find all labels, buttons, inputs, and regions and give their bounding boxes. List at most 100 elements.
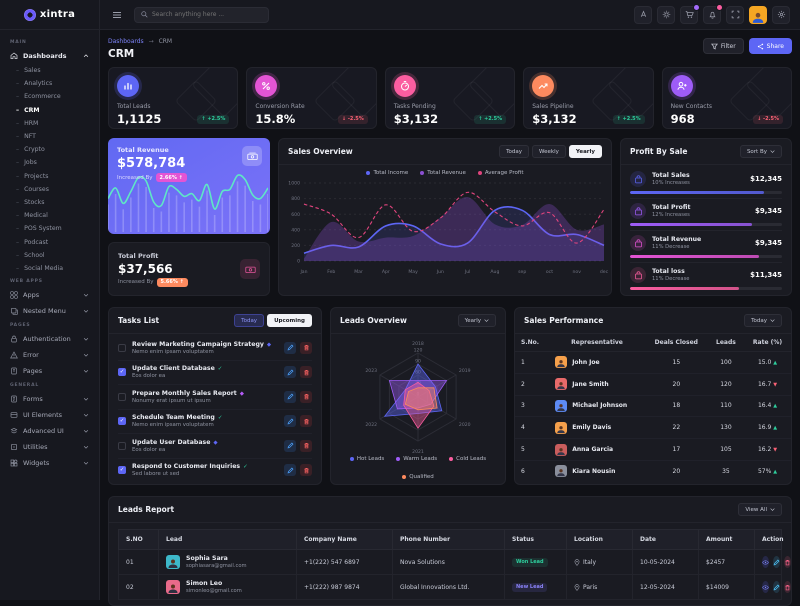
view-button[interactable] <box>762 556 769 568</box>
filter-button[interactable]: Filter <box>702 38 744 54</box>
sidebar-item-social-media[interactable]: – Social Media <box>16 264 63 272</box>
chevron-down-icon <box>770 508 775 511</box>
task-delete-button[interactable] <box>300 341 312 354</box>
task-delete-button[interactable] <box>300 439 312 452</box>
tab-yearly[interactable]: Yearly <box>568 145 602 158</box>
task-checkbox[interactable] <box>118 392 126 401</box>
notifications-bell-icon[interactable] <box>703 3 723 24</box>
brand-logo[interactable]: xintra <box>0 0 100 30</box>
table-row[interactable]: 3 Michael Johnson 18 110 16.4 ▲ <box>515 395 791 418</box>
task-checkbox[interactable]: ✓ <box>118 368 126 377</box>
delete-button[interactable] <box>784 556 791 568</box>
legend-item[interactable]: Qualified <box>402 474 434 480</box>
sidebar-item-courses[interactable]: – Courses <box>16 185 49 193</box>
table-row[interactable]: 1 John Joe 15 100 15.0 ▲ <box>515 351 791 374</box>
breadcrumb-dashboards-link[interactable]: Dashboards <box>108 38 144 45</box>
sidebar-item-crm[interactable]: – CRM <box>16 106 40 114</box>
task-checkbox[interactable]: ✓ <box>118 466 126 475</box>
sp-rep-name: Michael Johnson <box>572 402 628 410</box>
delete-button[interactable] <box>784 581 791 593</box>
legend-item[interactable]: Cold Leads <box>449 456 486 462</box>
sidebar-item-advanced-ui[interactable]: Advanced UI <box>0 423 99 439</box>
legend-item[interactable]: Warm Leads <box>396 456 437 462</box>
sidebar-item-widgets[interactable]: Widgets <box>0 455 99 471</box>
sidebar-item-stocks[interactable]: – Stocks <box>16 198 45 206</box>
sales-performance-period-dropdown[interactable]: Today <box>744 314 782 327</box>
leads-report-view-all-dropdown[interactable]: View All <box>738 503 782 516</box>
share-icon <box>757 43 763 49</box>
legend-item[interactable]: Average Profit <box>477 170 524 176</box>
sidebar-item-dashboards[interactable]: Dashboards <box>0 48 99 64</box>
tab-weekly[interactable]: Weekly <box>532 145 566 158</box>
table-row[interactable]: 02 Simon Leo simonleo@gmail.com +1(222) 987… <box>118 574 791 600</box>
leads-overview-period-dropdown[interactable]: Yearly <box>457 314 496 327</box>
task-checkbox[interactable]: ✓ <box>118 417 126 426</box>
sidebar-item-pos-system[interactable]: – POS System <box>16 225 62 233</box>
bag-icon <box>630 267 646 283</box>
task-edit-button[interactable] <box>284 439 296 452</box>
task-edit-button[interactable] <box>284 415 296 428</box>
table-row[interactable]: 01 Sophia Sara sophiasara@gmail.com +1(222)… <box>118 549 791 575</box>
table-row[interactable]: 5 Anna Garcia 17 105 16.2 ▼ <box>515 438 791 461</box>
task-edit-button[interactable] <box>284 366 296 379</box>
sidebar-item-authentication[interactable]: Authentication <box>0 331 99 347</box>
task-delete-button[interactable] <box>300 415 312 428</box>
tab-today[interactable]: Today <box>499 145 530 158</box>
sidebar-item-medical[interactable]: – Medical <box>16 212 48 220</box>
tasks-tab-upcoming[interactable]: Upcoming <box>267 314 312 327</box>
tasks-list-panel: Tasks List Today Upcoming Review Marketin… <box>108 307 322 485</box>
svg-text:2023: 2023 <box>365 368 377 374</box>
task-checkbox[interactable] <box>118 343 126 352</box>
tasks-tab-today[interactable]: Today <box>234 314 265 327</box>
sidebar-item-nft[interactable]: – NFT <box>16 133 36 141</box>
legend-item[interactable]: Total Revenue <box>420 170 466 176</box>
search-input[interactable] <box>152 11 262 18</box>
sidebar-item-hrm[interactable]: – HRM <box>16 119 39 127</box>
sidebar-item-crypto[interactable]: – Crypto <box>16 146 45 154</box>
edit-button[interactable] <box>773 581 780 593</box>
sidebar-item-projects[interactable]: – Projects <box>16 172 49 180</box>
legend-item[interactable]: Hot Leads <box>349 456 384 462</box>
language-icon[interactable] <box>634 5 652 24</box>
task-edit-button[interactable] <box>284 390 296 403</box>
sidebar-item-apps[interactable]: Apps <box>0 287 99 303</box>
hamburger-menu-icon[interactable] <box>112 10 122 20</box>
pbs-name: Total loss <box>652 268 685 275</box>
legend-item[interactable]: Total Income <box>366 170 408 176</box>
sidebar-item-nested-menu[interactable]: Nested Menu <box>0 303 99 319</box>
task-delete-button[interactable] <box>300 366 312 379</box>
sp-rate: 16.7 ▼ <box>744 373 791 396</box>
sidebar-item-sales[interactable]: – Sales <box>16 67 41 75</box>
edit-button[interactable] <box>773 556 780 568</box>
sidebar-item-ecommerce[interactable]: – Ecommerce <box>16 93 61 101</box>
sp-rep-name: Emily Davis <box>572 424 612 432</box>
user-avatar[interactable] <box>749 5 767 24</box>
task-checkbox[interactable] <box>118 441 126 450</box>
pencil-icon <box>287 344 293 351</box>
global-search[interactable] <box>134 6 269 23</box>
task-delete-button[interactable] <box>300 464 312 477</box>
settings-gear-icon[interactable] <box>772 5 790 24</box>
task-edit-button[interactable] <box>284 464 296 477</box>
share-button[interactable]: Share <box>748 38 792 54</box>
sidebar-item-jobs[interactable]: – Jobs <box>16 159 37 167</box>
sidebar-item-school[interactable]: – School <box>16 251 45 259</box>
fullscreen-icon[interactable] <box>726 5 744 24</box>
table-row[interactable]: 4 Emily Davis 22 130 16.9 ▲ <box>515 416 791 440</box>
sidebar-item-utilities[interactable]: Utilities <box>0 439 99 455</box>
task-edit-button[interactable] <box>284 341 296 354</box>
task-delete-button[interactable] <box>300 390 312 403</box>
view-button[interactable] <box>762 581 769 593</box>
sort-by-dropdown[interactable]: Sort By <box>739 145 782 158</box>
sidebar-item-podcast[interactable]: – Podcast <box>16 238 49 246</box>
sidebar-item-analytics[interactable]: – Analytics <box>16 80 53 88</box>
table-row[interactable]: 2 Jane Smith 20 120 16.7 ▼ <box>515 373 791 396</box>
theme-toggle-icon[interactable] <box>657 5 675 24</box>
sidebar-item-ui-elements[interactable]: UI Elements <box>0 407 99 423</box>
sidebar-item-error[interactable]: Error <box>0 347 99 363</box>
cart-icon[interactable] <box>680 3 700 24</box>
sidebar-item-pages[interactable]: Pages <box>0 363 99 379</box>
table-row[interactable]: 6 Kiara Nousin 20 35 57% ▲ <box>515 460 791 481</box>
sidebar-item-forms[interactable]: Forms <box>0 391 99 407</box>
trend-up-icon <box>532 75 555 97</box>
